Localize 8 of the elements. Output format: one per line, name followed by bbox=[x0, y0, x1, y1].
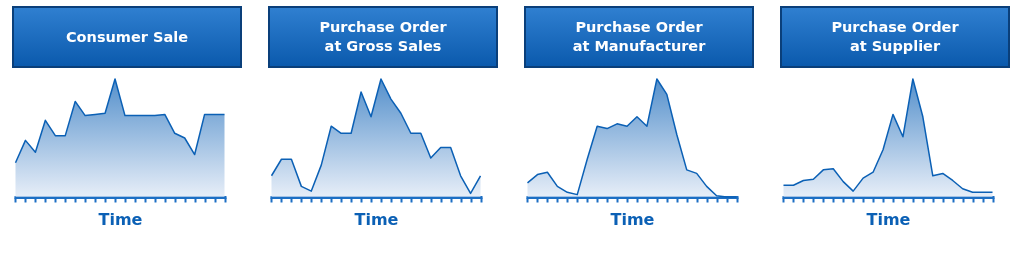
chart-title: Purchase Order at Supplier bbox=[780, 6, 1010, 68]
x-axis-title: Time bbox=[98, 209, 143, 229]
x-axis-title: Time bbox=[866, 209, 911, 229]
chart-title: Consumer Sale bbox=[12, 6, 242, 68]
chart-title: Purchase Order at Manufacturer bbox=[524, 6, 754, 68]
x-axis-title: Time bbox=[354, 209, 399, 229]
x-axis-title: Time bbox=[610, 209, 655, 229]
chart-title: Purchase Order at Gross Sales bbox=[268, 6, 498, 68]
